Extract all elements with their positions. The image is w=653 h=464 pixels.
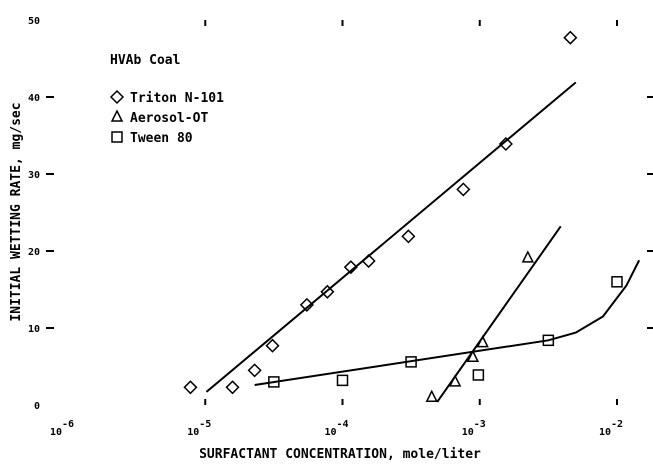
fit-line <box>436 225 562 403</box>
diamond-marker <box>109 89 125 105</box>
square-marker <box>268 376 280 388</box>
legend-label: Aerosol-OT <box>130 111 208 126</box>
square-marker <box>336 374 349 387</box>
x-tick-label: 10-6 <box>50 419 74 438</box>
square-marker <box>111 131 123 143</box>
x-tick-base: 10 <box>599 427 611 438</box>
legend-label: Tween 80 <box>130 131 193 146</box>
triangle-marker <box>466 349 480 363</box>
x-tick-exponent: -5 <box>199 419 211 430</box>
diamond-marker <box>456 182 471 197</box>
x-tick-exponent: -3 <box>474 419 486 430</box>
diamond-marker <box>498 136 513 152</box>
x-tick-label: 10-5 <box>187 419 211 438</box>
diamond-marker <box>299 297 314 312</box>
x-tick-label: 10-3 <box>462 419 486 438</box>
y-tick-label: 10 <box>28 324 40 335</box>
triangle-marker <box>110 109 124 122</box>
diamond-marker <box>361 253 376 269</box>
y-axis-label: INITIAL WETTING RATE, mg/sec <box>9 102 24 321</box>
diamond-marker <box>563 30 578 45</box>
diamond-marker <box>320 284 335 299</box>
x-tick-base: 10 <box>462 427 474 438</box>
diamond-marker <box>343 260 358 275</box>
x-axis-label: SURFACTANT CONCENTRATION, mole/liter <box>199 447 481 462</box>
x-tick-base: 10 <box>187 427 199 438</box>
triangle-marker <box>425 389 438 403</box>
y-tick-label: 40 <box>28 93 40 104</box>
x-tick-exponent: -4 <box>337 419 349 430</box>
y-tick-label: 50 <box>28 16 40 27</box>
x-tick-exponent: -6 <box>62 419 74 430</box>
y-tick-label: 30 <box>28 170 40 181</box>
fit-line <box>205 81 577 393</box>
legend-title: HVAb Coal <box>110 53 180 68</box>
legend-label: Triton N-101 <box>130 91 224 106</box>
triangle-marker <box>448 374 462 387</box>
x-tick-exponent: -2 <box>611 419 623 430</box>
square-marker <box>405 356 417 368</box>
square-marker <box>611 276 623 288</box>
square-marker <box>472 369 485 381</box>
y-tick-label: 20 <box>28 247 40 258</box>
diamond-marker <box>225 380 240 395</box>
y-tick-label: 0 <box>34 401 40 412</box>
square-marker <box>542 334 555 347</box>
diamond-marker <box>401 229 416 244</box>
x-tick-label: 10-4 <box>324 419 348 438</box>
diamond-marker <box>183 380 198 395</box>
diamond-marker <box>247 363 262 378</box>
x-tick-base: 10 <box>324 427 336 438</box>
triangle-marker <box>476 334 489 348</box>
triangle-marker <box>521 250 535 263</box>
fit-line <box>254 259 641 386</box>
diamond-marker <box>265 338 280 353</box>
x-tick-base: 10 <box>50 427 62 438</box>
x-tick-label: 10-2 <box>599 419 623 438</box>
